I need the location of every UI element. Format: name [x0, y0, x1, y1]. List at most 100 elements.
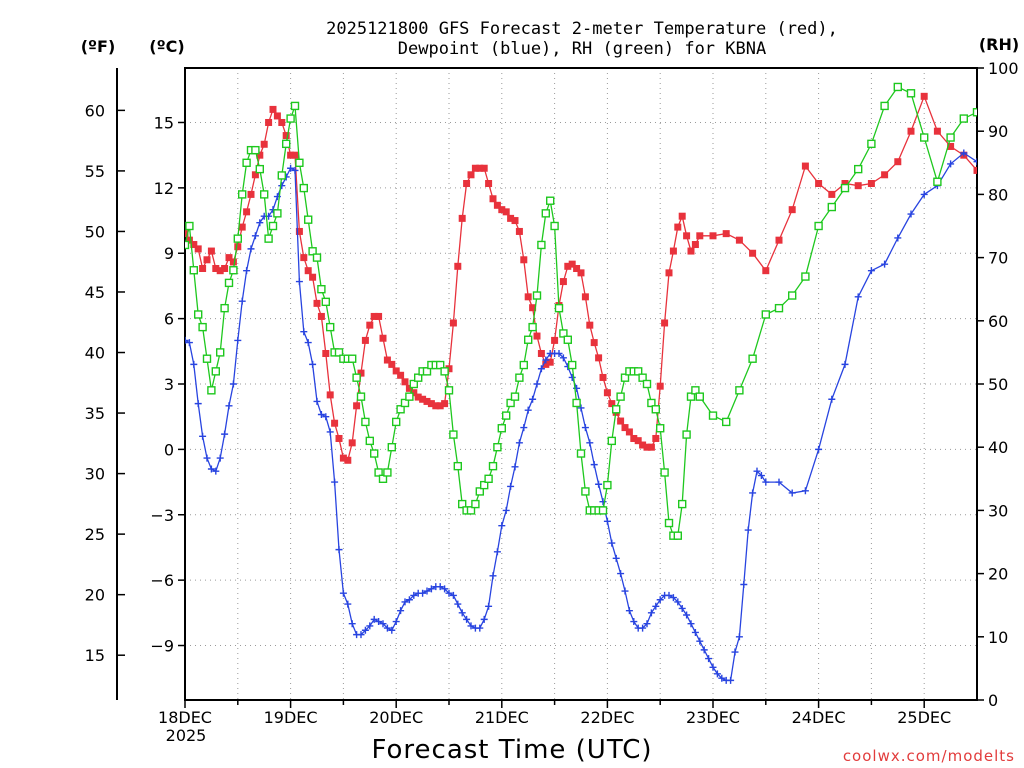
- rh-line: [185, 86, 977, 537]
- dewpoint-point: [190, 360, 198, 368]
- fahrenheit-unit-label: (ºF): [81, 37, 116, 56]
- dewpoint-point: [652, 602, 660, 610]
- dewpoint-point: [599, 498, 607, 506]
- dewpoint-point: [348, 620, 356, 628]
- rh-point: [295, 158, 304, 168]
- dewpoint-point: [537, 365, 545, 373]
- 2-meter-temperature-point: [933, 127, 941, 135]
- dewpoint-point: [480, 615, 488, 623]
- rh-point: [497, 424, 506, 433]
- dewpoint-point: [815, 445, 823, 453]
- dewpoint-point: [973, 158, 977, 166]
- dewpoint-point: [577, 404, 585, 412]
- 2-meter-temperature-point: [559, 278, 567, 286]
- rh-point: [348, 354, 357, 363]
- 2-meter-temperature-point: [357, 369, 365, 377]
- 2-meter-temperature-point: [674, 223, 682, 231]
- rh-point: [638, 373, 647, 382]
- dewpoint-point: [639, 624, 647, 632]
- rh-point: [334, 348, 344, 357]
- rh-point: [660, 468, 669, 477]
- fahrenheit-tick-label: 35: [85, 404, 105, 423]
- dewpoint-point: [647, 609, 655, 617]
- dewpoint-point: [238, 297, 246, 305]
- rh-point: [748, 354, 757, 363]
- dewpoint-point: [617, 570, 625, 578]
- time-tick-label: 19DEC: [264, 708, 318, 727]
- 2-meter-temperature-point: [291, 151, 299, 159]
- 2-meter-temperature-point: [722, 230, 730, 238]
- 2-meter-temperature-point: [234, 243, 242, 251]
- 2-meter-temperature-series: [185, 92, 977, 464]
- time-axis: 18DEC 19DEC 20DEC 21DEC 22DEC 23DEC 24DEC 25DEC: [158, 700, 951, 727]
- 2-meter-temperature-point: [256, 151, 264, 159]
- dewpoint-point: [339, 589, 347, 597]
- rh-point: [814, 221, 823, 231]
- rh-point: [656, 424, 665, 433]
- dewpoint-point: [225, 402, 233, 410]
- rh-point: [224, 278, 234, 288]
- 2-meter-temperature-point: [432, 402, 440, 410]
- 2-meter-temperature-point: [375, 312, 383, 320]
- rh-point: [444, 386, 454, 395]
- 2-meter-temperature-point: [326, 391, 334, 399]
- dewpoint-point: [735, 633, 743, 641]
- fahrenheit-tick-label: 50: [85, 222, 105, 241]
- time-tick-label: 18DEC: [158, 708, 212, 727]
- rh-point: [255, 164, 264, 174]
- dewpoint-point: [304, 339, 312, 347]
- 2-meter-temperature-point: [617, 417, 625, 425]
- rh-point: [867, 139, 876, 149]
- fahrenheit-tick-label: 20: [85, 586, 105, 605]
- 2-meter-temperature-point: [564, 262, 572, 270]
- rh-point: [550, 221, 559, 231]
- 2-meter-temperature-point: [265, 118, 273, 126]
- rh-point: [510, 392, 520, 401]
- rh-point: [409, 379, 418, 389]
- 2-meter-temperature-point: [317, 312, 325, 320]
- rh-point: [202, 354, 212, 363]
- 2-meter-temperature-point: [524, 293, 532, 301]
- celsius-tick-label: −3: [150, 506, 174, 525]
- 2-meter-temperature-point: [383, 356, 391, 364]
- 2-meter-temperature-point: [370, 312, 378, 320]
- dewpoint-point: [590, 461, 598, 469]
- rh-point: [484, 474, 493, 483]
- 2-meter-temperature-point: [212, 264, 220, 272]
- rh-point: [392, 417, 401, 427]
- dewpoint-point: [529, 395, 537, 403]
- 2-meter-temperature-point: [841, 180, 849, 188]
- dewpoint-line: [185, 152, 977, 682]
- 2-meter-temperature-point: [269, 105, 277, 113]
- dewpoint-point: [207, 465, 215, 473]
- rh-point: [1013, 90, 1020, 97]
- rh-point: [361, 417, 370, 427]
- 2-meter-temperature-point: [581, 293, 589, 301]
- 2-meter-temperature-point: [441, 400, 449, 408]
- data-series: [185, 82, 1020, 684]
- rh-point: [708, 411, 718, 420]
- celsius-tick-label: −6: [150, 571, 174, 590]
- 2-meter-temperature-point: [546, 358, 554, 366]
- rh-point: [207, 386, 216, 395]
- 2-meter-temperature-point: [625, 428, 633, 436]
- dewpoint-point: [881, 260, 889, 268]
- dewpoint-point: [309, 360, 317, 368]
- 2-meter-temperature-point: [185, 230, 189, 238]
- dewpoint-point: [920, 190, 928, 198]
- rh-point: [541, 209, 550, 218]
- dewpoint-point: [586, 439, 594, 447]
- fahrenheit-tick-label: 45: [85, 283, 105, 302]
- dewpoint-point: [524, 406, 532, 414]
- dewpoint-point: [370, 615, 378, 623]
- dewpoint-point: [801, 487, 809, 495]
- 2-meter-temperature-point: [401, 378, 409, 386]
- rh-point: [189, 266, 199, 275]
- rh-point: [987, 102, 994, 109]
- fahrenheit-axis: 15 20 25 30 35 40 45 50 55 60: [85, 101, 125, 665]
- rh-point: [422, 367, 432, 376]
- 2-meter-temperature-point: [894, 158, 902, 166]
- celsius-tick-label: 0: [164, 440, 174, 459]
- 2-meter-temperature-point: [322, 349, 330, 357]
- dewpoint-point: [740, 580, 748, 588]
